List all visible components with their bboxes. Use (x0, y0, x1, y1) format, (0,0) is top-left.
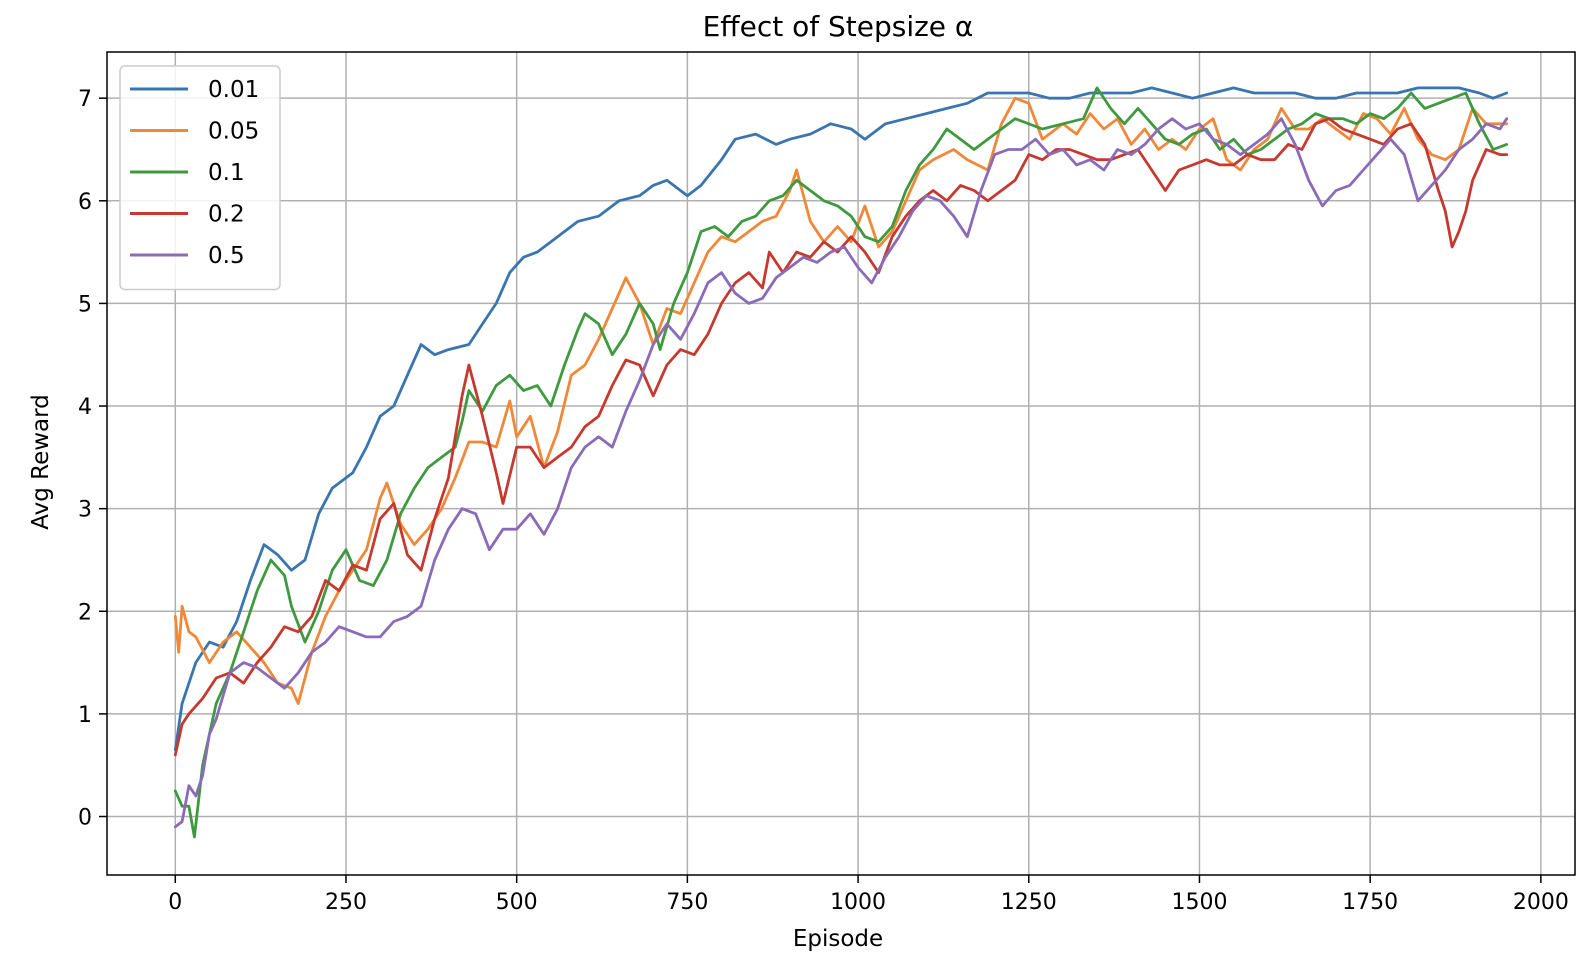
series-lines (173, 86, 1509, 839)
legend-label-2: 0.1 (208, 160, 245, 186)
y-tick-label: 2 (78, 600, 92, 625)
chart-title: Effect of Stepsize α (703, 10, 974, 43)
series-line-3 (173, 117, 1509, 757)
x-tick-label: 1750 (1342, 890, 1398, 915)
y-tick-label: 3 (78, 498, 92, 523)
x-tick-label: 250 (325, 890, 367, 915)
legend-box (119, 65, 281, 291)
y-tick-label: 1 (78, 703, 92, 728)
legend-label-3: 0.2 (208, 202, 245, 228)
x-tick-label: 750 (666, 890, 708, 915)
y-axis-ticks: 0 1 2 3 4 5 6 7 (78, 87, 107, 831)
series-line-4 (173, 117, 1509, 829)
plot-frame (106, 51, 1576, 876)
y-tick-label: 7 (78, 87, 92, 112)
x-tick-label: 2000 (1513, 890, 1569, 915)
legend: 0.01 0.05 0.1 0.2 0.5 (119, 65, 281, 291)
y-tick-label: 5 (78, 292, 92, 317)
x-axis-title: Episode (793, 926, 883, 952)
series-line-2 (173, 86, 1509, 839)
x-tick-label: 0 (168, 890, 182, 915)
x-tick-label: 1500 (1171, 890, 1227, 915)
legend-label-0: 0.01 (208, 77, 259, 103)
x-tick-label: 1000 (830, 890, 886, 915)
x-tick-label: 500 (496, 890, 538, 915)
x-tick-label: 1250 (1001, 890, 1057, 915)
y-axis-title: Avg Reward (28, 394, 54, 530)
x-axis-ticks: 0 250 500 750 1000 1250 1500 1750 2000 (168, 875, 1569, 915)
grid-lines (107, 52, 1575, 875)
series-line-0 (173, 86, 1509, 752)
legend-label-4: 0.5 (208, 243, 245, 269)
y-tick-label: 4 (78, 395, 92, 420)
y-tick-label: 0 (78, 806, 92, 831)
y-tick-label: 6 (78, 190, 92, 215)
legend-label-1: 0.05 (208, 119, 259, 145)
